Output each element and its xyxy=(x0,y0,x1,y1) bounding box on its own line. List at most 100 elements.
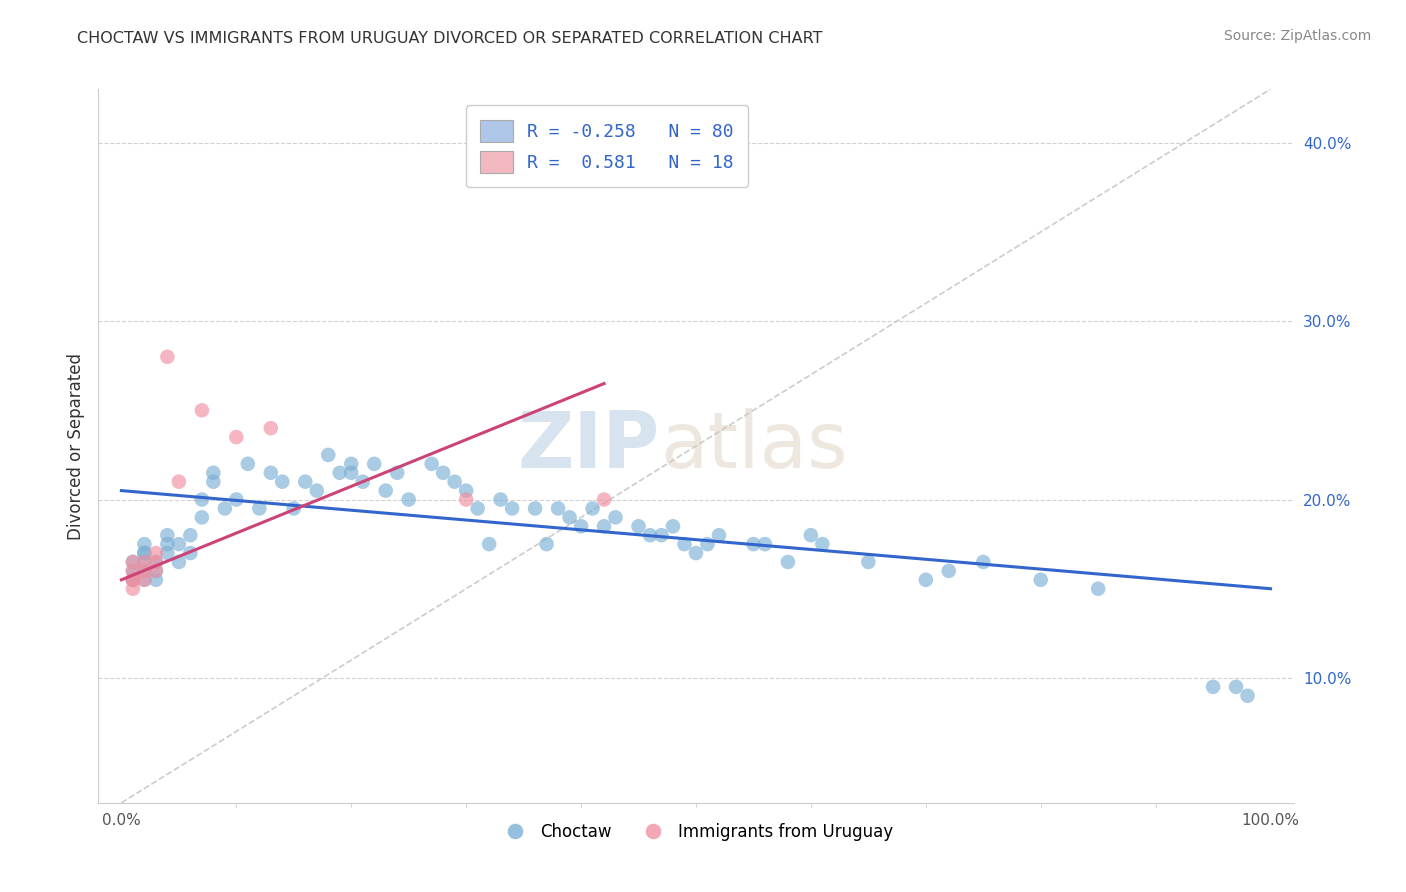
Point xyxy=(558,510,581,524)
Point xyxy=(305,483,328,498)
Point xyxy=(456,492,478,507)
Point xyxy=(673,537,696,551)
Point xyxy=(134,555,156,569)
Point xyxy=(627,519,650,533)
Point xyxy=(283,501,305,516)
Point xyxy=(122,573,145,587)
Point xyxy=(156,528,179,542)
Point xyxy=(260,466,283,480)
Point xyxy=(145,564,167,578)
Point xyxy=(260,421,283,435)
Point xyxy=(696,537,718,551)
Point xyxy=(294,475,316,489)
Point xyxy=(456,483,478,498)
Point xyxy=(1029,573,1052,587)
Point xyxy=(858,555,880,569)
Point xyxy=(316,448,339,462)
Point xyxy=(156,350,179,364)
Point xyxy=(145,555,167,569)
Point xyxy=(1087,582,1109,596)
Point xyxy=(134,573,156,587)
Point xyxy=(340,457,363,471)
Point xyxy=(191,510,214,524)
Point xyxy=(122,573,145,587)
Point xyxy=(145,573,167,587)
Point xyxy=(179,546,201,560)
Point xyxy=(707,528,730,542)
Point xyxy=(972,555,994,569)
Legend: Choctaw, Immigrants from Uruguay: Choctaw, Immigrants from Uruguay xyxy=(492,817,900,848)
Point xyxy=(122,573,145,587)
Point xyxy=(271,475,294,489)
Point xyxy=(122,582,145,596)
Point xyxy=(489,492,512,507)
Point xyxy=(776,555,799,569)
Point xyxy=(167,475,190,489)
Text: atlas: atlas xyxy=(661,408,848,484)
Point xyxy=(247,501,270,516)
Point xyxy=(811,537,834,551)
Point xyxy=(593,492,616,507)
Point xyxy=(145,564,167,578)
Point xyxy=(638,528,661,542)
Point xyxy=(385,466,409,480)
Point xyxy=(569,519,592,533)
Point xyxy=(800,528,823,542)
Point xyxy=(134,546,156,560)
Point xyxy=(754,537,776,551)
Point xyxy=(605,510,627,524)
Point xyxy=(662,519,685,533)
Point xyxy=(179,528,201,542)
Point xyxy=(914,573,936,587)
Point xyxy=(443,475,465,489)
Point xyxy=(122,564,145,578)
Point xyxy=(685,546,707,560)
Point xyxy=(145,555,167,569)
Point xyxy=(202,475,225,489)
Point xyxy=(122,564,145,578)
Point xyxy=(420,457,443,471)
Point xyxy=(329,466,352,480)
Point xyxy=(134,555,156,569)
Point xyxy=(524,501,547,516)
Point xyxy=(145,546,167,560)
Point xyxy=(581,501,603,516)
Point xyxy=(214,501,236,516)
Point xyxy=(593,519,616,533)
Point xyxy=(167,555,190,569)
Point xyxy=(134,564,156,578)
Point xyxy=(134,537,156,551)
Point xyxy=(122,555,145,569)
Text: ZIP: ZIP xyxy=(517,408,661,484)
Point xyxy=(134,564,156,578)
Point xyxy=(122,573,145,587)
Point xyxy=(191,492,214,507)
Point xyxy=(167,537,190,551)
Point xyxy=(374,483,396,498)
Point xyxy=(547,501,569,516)
Point xyxy=(363,457,385,471)
Text: Source: ZipAtlas.com: Source: ZipAtlas.com xyxy=(1223,29,1371,43)
Point xyxy=(340,466,363,480)
Point xyxy=(398,492,420,507)
Point xyxy=(467,501,489,516)
Point xyxy=(938,564,960,578)
Point xyxy=(134,546,156,560)
Point xyxy=(134,573,156,587)
Point xyxy=(156,537,179,551)
Point xyxy=(501,501,523,516)
Point xyxy=(236,457,259,471)
Point xyxy=(742,537,765,551)
Point xyxy=(1236,689,1258,703)
Point xyxy=(650,528,672,542)
Point xyxy=(1225,680,1247,694)
Point xyxy=(225,430,247,444)
Point xyxy=(352,475,374,489)
Y-axis label: Divorced or Separated: Divorced or Separated xyxy=(66,352,84,540)
Point xyxy=(536,537,558,551)
Point xyxy=(191,403,214,417)
Point xyxy=(225,492,247,507)
Point xyxy=(432,466,454,480)
Point xyxy=(156,546,179,560)
Point xyxy=(478,537,501,551)
